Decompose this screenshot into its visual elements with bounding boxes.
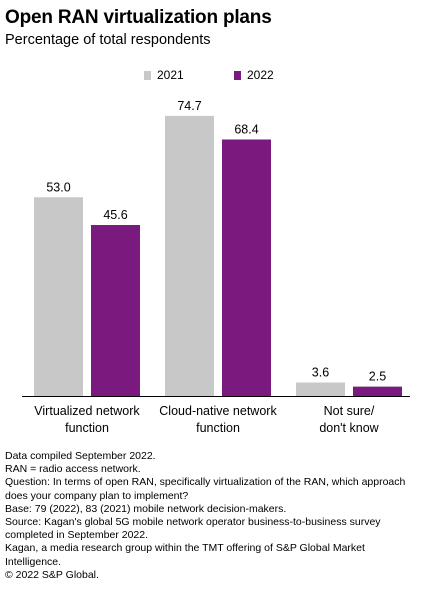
legend: 2021 2022 — [0, 68, 425, 84]
bar-2022-1 — [222, 139, 271, 396]
chart-notes: Data compiled September 2022. RAN = radio… — [5, 450, 423, 582]
category-label-1: Cloud-native network function — [159, 404, 277, 435]
category-label-2: Not sure/don't know — [319, 404, 379, 435]
bar-2021-0 — [34, 197, 83, 396]
note-line: Base: 79 (2022), 83 (2021) mobile networ… — [5, 502, 287, 515]
note-line: Kagan, a media research group within the… — [5, 542, 368, 568]
bar-chart: 53.0 74.7 3.6 45.6 68.4 2.5 — [22, 99, 410, 397]
bar-2021-1 — [165, 115, 214, 396]
note-line: RAN = radio access network. — [5, 463, 141, 476]
data-label-2021-0: 53.0 — [46, 180, 70, 194]
legend-item-2022: 2022 — [234, 68, 274, 82]
category-label-0: Virtualized network function — [34, 404, 140, 435]
legend-swatch-2021 — [144, 70, 151, 80]
data-label-2021-2: 3.6 — [312, 366, 329, 380]
legend-label-2021: 2021 — [157, 68, 184, 82]
legend-item-2021: 2021 — [144, 68, 184, 82]
chart-title: Open RAN virtualization plans — [5, 7, 272, 28]
data-label-2022-0: 45.6 — [103, 208, 127, 222]
bar-2021-2 — [296, 382, 345, 396]
note-line: Source: Kagan's global 5G mobile network… — [5, 516, 384, 542]
legend-swatch-2022 — [234, 70, 241, 80]
bar-2022-0 — [91, 225, 140, 396]
note-line: Question: In terms of open RAN, specific… — [5, 476, 409, 502]
bar-2022-2 — [353, 386, 402, 396]
legend-label-2022: 2022 — [247, 68, 274, 82]
note-line: © 2022 S&P Global. — [5, 568, 99, 581]
data-label-2022-2: 2.5 — [369, 370, 386, 384]
data-label-2022-1: 68.4 — [234, 123, 258, 137]
note-line: Data compiled September 2022. — [5, 450, 156, 462]
data-label-2021-1: 74.7 — [177, 99, 201, 113]
chart-subtitle: Percentage of total respondents — [5, 32, 211, 48]
